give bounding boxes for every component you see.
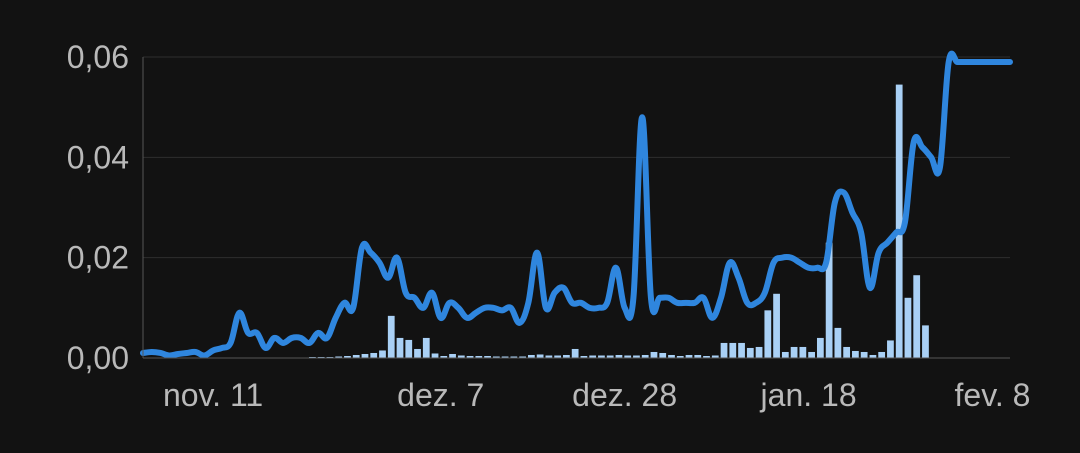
bar-77 xyxy=(816,337,824,358)
bar-27 xyxy=(379,350,386,358)
bar-64 xyxy=(703,355,710,358)
bar-38 xyxy=(475,355,483,358)
bar-72 xyxy=(773,293,780,358)
bar-50 xyxy=(580,355,588,358)
bar-70 xyxy=(755,346,763,358)
bar-44 xyxy=(527,354,535,358)
bar-40 xyxy=(492,356,500,358)
bar-19 xyxy=(309,356,316,358)
bar-29 xyxy=(396,337,404,358)
bar-55 xyxy=(624,355,632,358)
line-series xyxy=(140,50,1013,359)
x-axis-tick-labels: nov. 11 dez. 7 dez. 28 jan. 18 fev. 8 xyxy=(163,377,1030,413)
bar-86 xyxy=(895,84,903,358)
bar-88 xyxy=(913,275,921,358)
bar-34 xyxy=(440,355,448,358)
x-tick-label-3: jan. 18 xyxy=(760,377,857,413)
bar-80 xyxy=(843,346,851,358)
y-tick-label-0: 0,00 xyxy=(67,340,129,376)
bar-74 xyxy=(790,346,798,358)
bar-47 xyxy=(554,355,562,358)
bar-41 xyxy=(501,356,509,358)
bar-51 xyxy=(589,355,597,358)
bar-66 xyxy=(720,342,728,358)
x-tick-label-0: nov. 11 xyxy=(163,377,263,413)
gridlines xyxy=(143,56,1010,259)
bar-73 xyxy=(781,351,789,358)
bar-69 xyxy=(746,347,754,358)
bar-67 xyxy=(729,342,737,358)
bar-33 xyxy=(431,353,439,358)
bar-54 xyxy=(615,354,623,358)
bar-43 xyxy=(519,356,526,358)
y-tick-label-3: 0,06 xyxy=(67,39,129,75)
bar-37 xyxy=(466,355,474,358)
y-tick-label-1: 0,02 xyxy=(67,240,129,276)
y-tick-label-2: 0,04 xyxy=(67,139,129,175)
bar-56 xyxy=(633,355,640,358)
bar-35 xyxy=(449,353,456,358)
bar-49 xyxy=(571,348,579,358)
x-tick-label-1: dez. 7 xyxy=(397,377,484,413)
bar-76 xyxy=(808,351,815,358)
bar-39 xyxy=(484,355,491,358)
bar-60 xyxy=(668,354,675,358)
bar-61 xyxy=(676,355,684,358)
bar-36 xyxy=(457,355,465,358)
bar-87 xyxy=(904,297,912,358)
bar-46 xyxy=(545,355,553,358)
bar-31 xyxy=(414,348,421,358)
bar-59 xyxy=(659,352,667,358)
bar-58 xyxy=(650,351,658,358)
bar-20 xyxy=(317,356,325,358)
bar-63 xyxy=(694,354,702,358)
bar-48 xyxy=(563,354,570,358)
bar-85 xyxy=(887,340,894,358)
bar-26 xyxy=(370,352,378,358)
bar-23 xyxy=(344,355,351,358)
bar-series xyxy=(309,84,929,358)
bar-45 xyxy=(536,354,544,358)
bar-28 xyxy=(387,315,395,358)
bar-24 xyxy=(352,354,360,358)
x-tick-label-4: fev. 8 xyxy=(955,377,1031,413)
bar-62 xyxy=(685,354,693,358)
bar-83 xyxy=(869,354,877,358)
bar-25 xyxy=(361,353,369,358)
bar-30 xyxy=(405,339,413,358)
bar-53 xyxy=(606,355,614,358)
bar-71 xyxy=(764,310,772,358)
bar-84 xyxy=(878,351,886,358)
bar-68 xyxy=(738,342,745,358)
bar-32 xyxy=(422,337,430,358)
bar-22 xyxy=(335,356,343,358)
bar-65 xyxy=(711,355,719,358)
x-tick-label-2: dez. 28 xyxy=(572,377,677,413)
bar-78 xyxy=(825,242,833,358)
bar-42 xyxy=(510,356,518,358)
bar-52 xyxy=(598,355,605,358)
series-line xyxy=(140,50,1013,359)
y-axis-tick-labels: 0,00 0,02 0,04 0,06 xyxy=(67,39,129,376)
bar-82 xyxy=(860,351,868,358)
bar-81 xyxy=(852,350,859,358)
bar-89 xyxy=(922,325,929,358)
bar-79 xyxy=(834,327,842,358)
axes xyxy=(142,57,1010,359)
bar-57 xyxy=(641,354,649,358)
bar-21 xyxy=(326,356,334,358)
bar-75 xyxy=(799,346,807,358)
